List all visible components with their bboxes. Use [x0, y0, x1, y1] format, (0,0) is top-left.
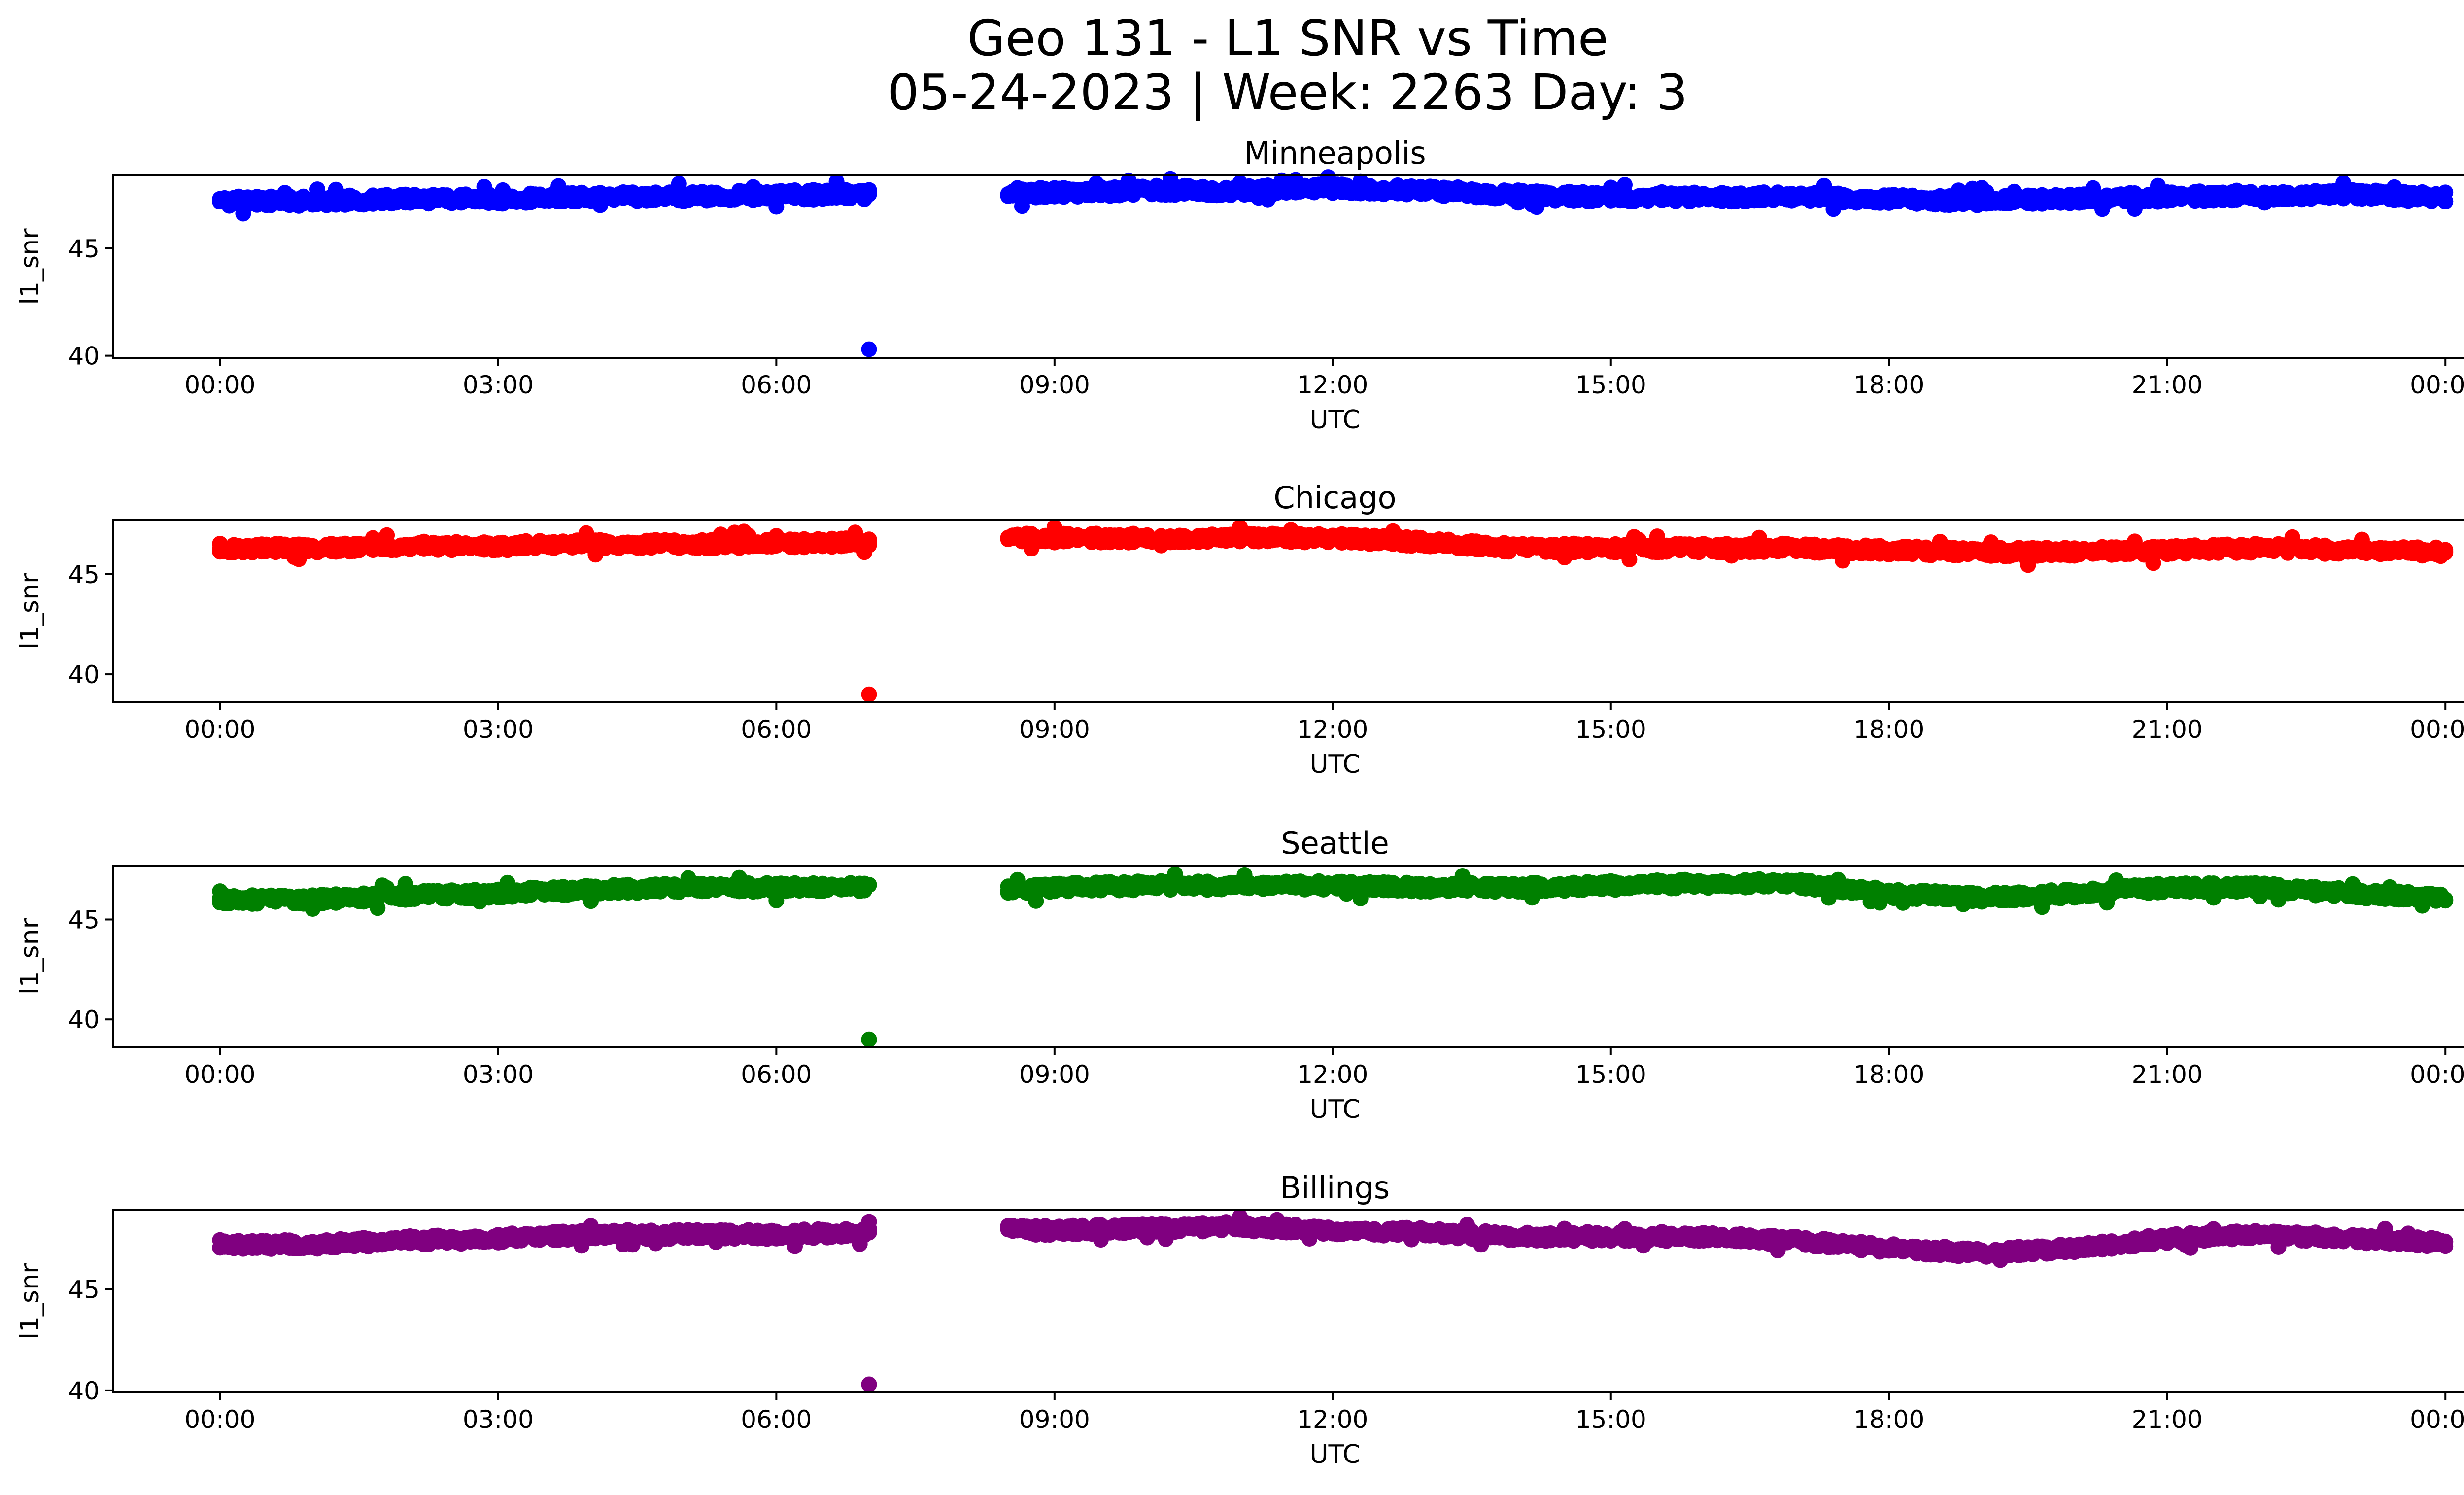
x-tick-label: 12:00	[1297, 1060, 1368, 1089]
data-points	[212, 1209, 2454, 1392]
subplot-title: Billings	[1280, 1170, 1390, 1206]
data-point-outlier	[861, 341, 877, 357]
y-tick-label: 45	[68, 235, 100, 263]
x-tick-label: 15:00	[1575, 715, 1646, 744]
data-point	[2437, 184, 2454, 201]
y-tick-label: 40	[68, 342, 100, 371]
x-tick-label: 21:00	[2132, 1060, 2203, 1089]
y-tick-label: 40	[68, 661, 100, 689]
y-tick-label: 45	[68, 905, 100, 934]
x-axis-label: UTC	[1309, 405, 1360, 435]
x-tick-label: 03:00	[463, 715, 534, 744]
data-points	[212, 519, 2454, 702]
data-point	[2437, 891, 2454, 907]
x-tick-label: 00:00	[184, 1060, 255, 1089]
data-point	[861, 1214, 877, 1230]
x-tick-label: 00:00	[184, 371, 255, 399]
data-point	[2437, 545, 2454, 561]
x-tick-label: 21:00	[2132, 715, 2203, 744]
subplot-title: Seattle	[1281, 825, 1389, 861]
x-tick-label: 06:00	[741, 371, 812, 399]
x-tick-label: 21:00	[2132, 371, 2203, 399]
subplot-chicago: Chicago 40 45 00:00 03:00 06:00 09:00 12:00 15:0…	[15, 480, 2464, 779]
y-axis-label: l1_snr	[15, 918, 45, 995]
x-tick-label: 06:00	[741, 1060, 812, 1089]
x-tick-label: 00:00	[2410, 371, 2464, 399]
data-point	[861, 182, 877, 198]
y-axis-label: l1_snr	[15, 228, 45, 305]
x-tick-label: 12:00	[1297, 715, 1368, 744]
data-point	[861, 877, 877, 893]
x-tick-label: 06:00	[741, 715, 812, 744]
x-axis-label: UTC	[1309, 1095, 1360, 1124]
x-axis-label: UTC	[1309, 750, 1360, 779]
x-tick-label: 15:00	[1575, 1060, 1646, 1089]
figure-title-line-2: 05-24-2023 | Week: 2263 Day: 3	[888, 64, 1688, 121]
data-point	[370, 900, 386, 916]
subplot-title: Minneapolis	[1244, 135, 1426, 171]
data-point	[1621, 552, 1638, 567]
x-tick-label: 18:00	[1853, 1060, 1924, 1089]
axes-frame	[112, 174, 2464, 359]
x-tick-label: 18:00	[1853, 715, 1924, 744]
figure-title-line-1: Geo 131 - L1 SNR vs Time	[967, 9, 1608, 67]
y-tick-label: 40	[68, 1006, 100, 1034]
x-tick-label: 12:00	[1297, 371, 1368, 399]
y-tick-label: 45	[68, 560, 100, 589]
data-points	[212, 866, 2454, 1047]
x-tick-label: 09:00	[1019, 1060, 1090, 1089]
x-tick-label: 18:00	[1853, 371, 1924, 399]
x-tick-label: 00:00	[184, 715, 255, 744]
y-axis-label: l1_snr	[15, 573, 45, 650]
x-tick-label: 09:00	[1019, 715, 1090, 744]
data-point-outlier	[861, 686, 877, 702]
x-tick-label: 15:00	[1575, 371, 1646, 399]
x-tick-label: 03:00	[463, 1060, 534, 1089]
data-point-outlier	[861, 1031, 877, 1047]
subplot-seattle: Seattle 40 45 00:00 03:00 06:00 09:00 12:00 15:0…	[15, 825, 2464, 1124]
x-tick-label: 00:00	[2410, 715, 2464, 744]
data-point	[861, 537, 877, 553]
data-point	[1617, 177, 1633, 193]
x-tick-label: 03:00	[463, 371, 534, 399]
x-tick-label: 00:00	[2410, 1060, 2464, 1089]
data-point	[671, 175, 687, 192]
data-points	[212, 169, 2454, 357]
subplot-title: Chicago	[1273, 480, 1396, 516]
x-tick-label: 09:00	[1019, 371, 1090, 399]
subplot-minneapolis: Minneapolis 40 45 00:00 03:00 06:00 09:00 12:00…	[15, 135, 2464, 435]
data-point	[768, 199, 785, 215]
